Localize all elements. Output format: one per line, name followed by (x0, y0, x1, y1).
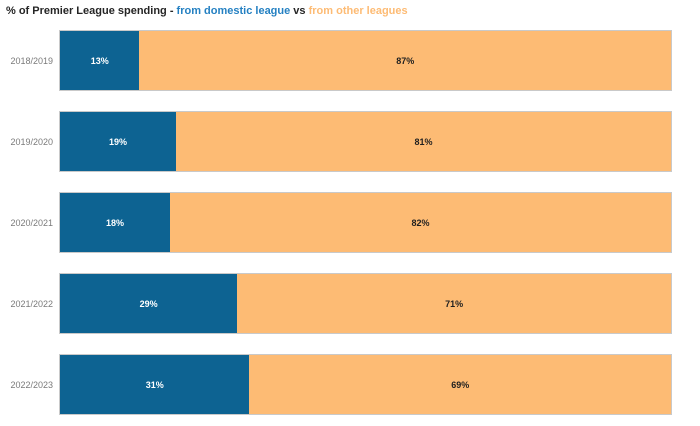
legend-domestic-label: from domestic league (176, 5, 291, 17)
bar-row: 2018/2019 13% 87% (0, 30, 700, 91)
bar-segment-domestic: 13% (60, 31, 140, 90)
legend-other-label: from other leagues (308, 5, 408, 17)
bar-row: 2019/2020 19% 81% (0, 111, 700, 172)
bar-row: 2020/2021 18% 82% (0, 192, 700, 253)
bar-segment-domestic: 19% (60, 112, 177, 171)
bar-value-label: 13% (90, 55, 109, 66)
bar-segment-other: 87% (139, 31, 671, 90)
bar-value-label: 19% (109, 136, 128, 147)
bar-value-label: 71% (445, 298, 464, 309)
bar-segment-other: 71% (237, 274, 671, 333)
bar-row: 2021/2022 29% 71% (0, 273, 700, 334)
bar-value-label: 82% (411, 217, 430, 228)
stacked-bar: 13% 87% (59, 30, 672, 91)
bar-value-label: 69% (451, 379, 470, 390)
bar-value-label: 29% (139, 298, 158, 309)
stacked-bar: 18% 82% (59, 192, 672, 253)
chart-title: % of Premier League spending - from dome… (6, 5, 694, 17)
category-label: 2022/2023 (10, 379, 53, 390)
bar-segment-other: 81% (176, 112, 671, 171)
category-label: 2020/2021 (10, 217, 53, 228)
bar-row: 2022/2023 31% 69% (0, 354, 700, 415)
chart-title-prefix: % of Premier League spending - (6, 5, 177, 17)
bar-segment-domestic: 29% (60, 274, 238, 333)
bar-value-label: 18% (105, 217, 124, 228)
category-label: 2019/2020 (10, 136, 53, 147)
category-label: 2021/2022 (10, 298, 53, 309)
stacked-bar: 31% 69% (59, 354, 672, 415)
category-label: 2018/2019 (10, 55, 53, 66)
bar-segment-domestic: 18% (60, 193, 170, 252)
stacked-bar: 29% 71% (59, 273, 672, 334)
bar-chart: 2018/2019 13% 87% 2019/2020 19% 81% 2020/2021 1… (0, 30, 700, 426)
bar-segment-other: 82% (169, 193, 671, 252)
bar-value-label: 87% (396, 55, 415, 66)
bar-value-label: 81% (414, 136, 433, 147)
bar-value-label: 31% (145, 379, 164, 390)
bar-segment-other: 69% (249, 355, 671, 414)
chart-title-vs: vs (290, 5, 309, 17)
stacked-bar: 19% 81% (59, 111, 672, 172)
bar-segment-domestic: 31% (60, 355, 250, 414)
